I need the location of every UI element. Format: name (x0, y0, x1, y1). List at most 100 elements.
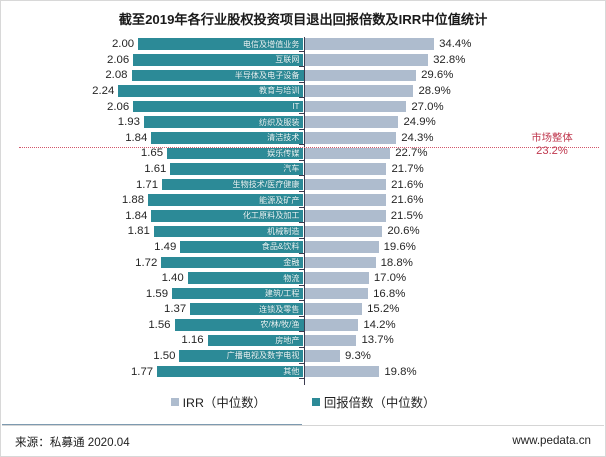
bar-multiple (143, 116, 304, 128)
legend-swatch-irr-icon (170, 398, 179, 406)
chart-title: 截至2019年各行业股权投资项目退出回报倍数及IRR中位值统计 (118, 12, 488, 27)
axis-tick (299, 206, 304, 208)
axis-tick (299, 222, 304, 224)
bar-multiple (118, 85, 304, 97)
chart-row: 半导体及电子设备 2.08 29.6% (1, 68, 606, 84)
bar-irr (305, 85, 414, 97)
bar-multiple (133, 100, 304, 113)
chart-row: 连锁及零售 1.37 15.2% (1, 302, 606, 318)
category-label: 生物技术/医疗健康 (232, 179, 300, 189)
value-label-multiple: 1.93 (117, 116, 140, 129)
category-label: 娱乐传媒 (267, 148, 300, 158)
category-label: 金融 (283, 257, 300, 267)
market-average-line (19, 146, 599, 148)
footer-separator (2, 425, 604, 426)
bar-multiple (151, 209, 304, 222)
value-label-irr: 22.7% (395, 147, 428, 160)
value-label-multiple: 1.49 (154, 240, 177, 253)
bar-irr (305, 194, 387, 206)
axis-tick (299, 50, 304, 52)
chart-row: 汽车 1.61 21.7% (1, 162, 606, 178)
bar-irr (305, 53, 429, 66)
chart-row: 化工原料及加工 1.84 21.5% (1, 209, 606, 225)
chart-row: 生物技术/医疗健康 1.71 21.6% (1, 177, 606, 193)
bar-multiple (179, 350, 304, 362)
category-label: 化工原料及加工 (242, 211, 300, 221)
value-label-irr: 19.8% (384, 365, 417, 378)
axis-tick (299, 191, 304, 192)
chart-row: 纺织及服装 1.93 24.9% (1, 115, 606, 131)
axis-tick (299, 253, 304, 255)
site-url: www.pedata.cn (512, 434, 591, 447)
value-label-multiple: 1.50 (153, 350, 176, 363)
legend-item-multiple: 回报倍数（中位数） (311, 393, 436, 411)
chart-row: 其他 1.77 19.8% (1, 364, 606, 380)
value-label-multiple: 1.16 (181, 334, 204, 347)
axis-tick (299, 237, 304, 239)
category-label: 纺织及服装 (259, 117, 300, 127)
axis-tick (299, 81, 304, 83)
value-label-irr: 19.6% (383, 240, 416, 253)
bar-irr (305, 225, 383, 238)
value-label-multiple: 1.84 (125, 131, 148, 144)
value-label-multiple: 1.81 (127, 225, 150, 238)
chart-row: 互联网 2.06 32.8% (1, 53, 606, 69)
bar-multiple (153, 225, 304, 238)
legend-swatch-multiple-icon (311, 398, 320, 406)
category-label: 其他 (283, 367, 300, 377)
chart-row: 金融 1.72 18.8% (1, 255, 606, 271)
chart-row: 物流 1.40 17.0% (1, 271, 606, 287)
bar-irr (305, 241, 379, 253)
category-label: 电信及增值业务 (242, 39, 300, 49)
value-label-multiple: 1.88 (121, 194, 145, 207)
chart-row: 娱乐传媒 1.65 22.7% (1, 146, 606, 162)
value-label-irr: 21.7% (391, 162, 424, 175)
axis-tick (299, 66, 304, 68)
axis-tick (299, 362, 304, 364)
value-label-multiple: 1.59 (145, 287, 169, 300)
value-label-irr: 24.9% (403, 116, 436, 129)
market-average-text: 市场整体 (531, 133, 573, 145)
value-label-multiple: 1.84 (125, 209, 148, 222)
category-label: 房地产 (275, 335, 300, 345)
value-label-multiple: 2.06 (106, 53, 130, 66)
category-label: 清洁技术 (267, 133, 300, 143)
value-label-multiple: 2.00 (111, 38, 135, 51)
bar-multiple (138, 38, 304, 50)
axis-tick (299, 284, 304, 286)
bar-multiple (131, 69, 304, 82)
bar-multiple (148, 194, 304, 206)
bar-irr (305, 272, 369, 284)
value-label-irr: 15.2% (367, 303, 400, 316)
category-label: 连锁及零售 (259, 304, 300, 314)
bar-irr (305, 178, 387, 191)
source-text: 来源：私募通 2020.04 (15, 436, 130, 449)
bar-multiple (187, 272, 304, 284)
bar-irr (305, 256, 376, 269)
value-label-irr: 29.6% (421, 69, 454, 82)
bar-irr (305, 131, 397, 144)
axis-tick (299, 269, 304, 270)
value-label-multiple: 2.24 (92, 84, 115, 97)
chart-row: 房地产 1.16 13.7% (1, 333, 606, 349)
value-label-irr: 24.3% (401, 131, 434, 144)
value-label-multiple: 1.37 (164, 303, 187, 316)
chart-row: 建筑/工程 1.59 16.8% (1, 287, 606, 303)
bar-multiple (172, 287, 304, 300)
category-label: 教育与培训 (259, 86, 300, 96)
value-label-irr: 34.4% (439, 38, 472, 51)
category-label: 互联网 (275, 55, 300, 65)
value-label-irr: 20.6% (387, 225, 420, 238)
value-label-multiple: 1.72 (135, 256, 158, 269)
value-label-multiple: 2.08 (105, 69, 128, 82)
legend-label-multiple: 回报倍数（中位数） (323, 396, 436, 410)
value-label-irr: 16.8% (373, 287, 406, 300)
bar-multiple (190, 303, 304, 316)
bar-irr (305, 69, 417, 82)
category-label: 农/林/牧/渔 (260, 320, 300, 330)
bar-irr (305, 163, 387, 175)
axis-tick (299, 347, 304, 348)
value-label-multiple: 1.65 (140, 147, 164, 160)
bar-irr (305, 147, 391, 160)
category-label: 食品&饮料 (261, 242, 300, 252)
